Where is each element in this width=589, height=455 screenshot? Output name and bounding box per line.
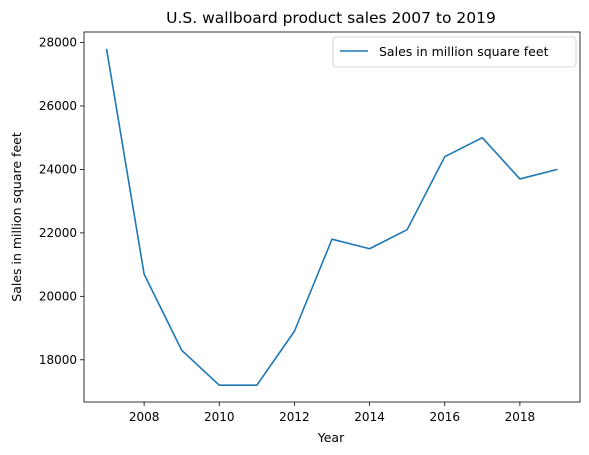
- x-tick-label: 2016: [429, 410, 460, 424]
- y-tick-label: 18000: [39, 353, 77, 367]
- y-tick-label: 28000: [39, 35, 77, 49]
- y-tick-label: 22000: [39, 226, 77, 240]
- x-tick-label: 2014: [354, 410, 385, 424]
- x-tick-label: 2008: [129, 410, 160, 424]
- y-tick-label: 24000: [39, 162, 77, 176]
- x-tick-label: 2018: [505, 410, 536, 424]
- plot-frame: [83, 31, 581, 403]
- x-axis-ticks: 2008 2010 2012 2014 2016 2018: [129, 402, 535, 424]
- legend-box: [332, 36, 577, 68]
- chart-title: U.S. wallboard product sales 2007 to 201…: [166, 9, 496, 27]
- y-axis-ticks: 18000 20000 22000 24000 26000 28000: [39, 35, 84, 367]
- legend: Sales in million square feet: [332, 36, 577, 68]
- y-tick-label: 20000: [39, 289, 77, 303]
- legend-label: Sales in million square feet: [379, 44, 549, 59]
- x-tick-label: 2012: [279, 410, 310, 424]
- series-line-sales: [105, 48, 558, 386]
- x-tick-label: 2010: [204, 410, 235, 424]
- y-axis-label: Sales in million square feet: [9, 132, 24, 302]
- x-axis-label: Year: [317, 430, 345, 445]
- y-tick-label: 26000: [39, 99, 77, 113]
